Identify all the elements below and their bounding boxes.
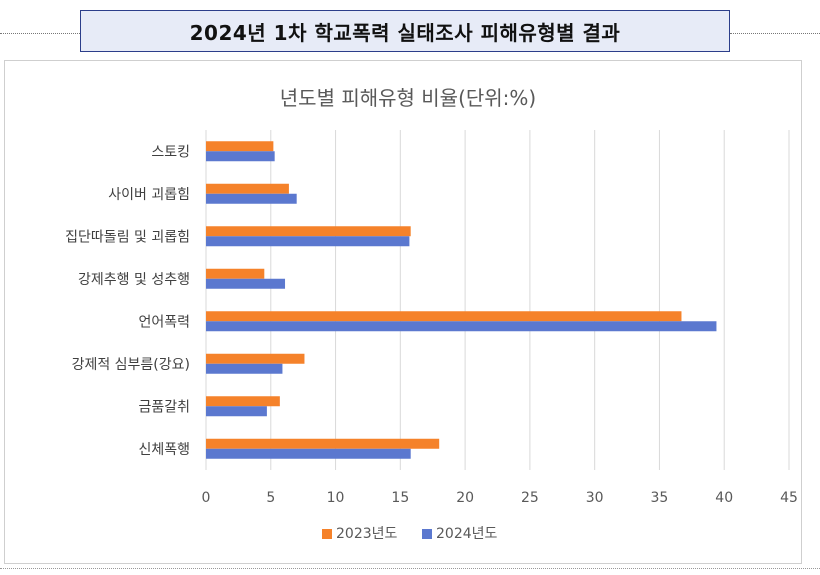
bar-series-1-2 xyxy=(206,226,411,237)
x-tick-label: 20 xyxy=(456,490,474,506)
bar-series-1-1 xyxy=(206,183,289,194)
category-label: 집단따돌림 및 괴롭힘 xyxy=(65,229,190,245)
bar-series-2-5 xyxy=(206,363,283,374)
x-tick-label: 0 xyxy=(202,490,211,506)
x-tick-label: 40 xyxy=(715,490,733,506)
category-label: 강제적 심부름(강요) xyxy=(72,357,190,373)
x-tick-label: 30 xyxy=(586,490,604,506)
legend-swatch-2 xyxy=(422,529,432,539)
category-label: 스토킹 xyxy=(151,144,190,160)
x-tick-label: 15 xyxy=(391,490,409,506)
category-label: 언어폭력 xyxy=(138,314,190,330)
legend-swatch-1 xyxy=(322,529,332,539)
bar-series-2-3 xyxy=(206,278,286,289)
bar-series-2-1 xyxy=(206,193,297,204)
bar-series-1-6 xyxy=(206,396,280,407)
header-right-dotted-line xyxy=(730,33,820,34)
page-title: 2024년 1차 학교폭력 실태조사 피해유형별 결과 xyxy=(80,10,730,52)
bar-series-1-0 xyxy=(206,141,274,152)
bar-series-1-7 xyxy=(206,438,440,449)
x-tick-label: 35 xyxy=(651,490,669,506)
x-tick-label: 5 xyxy=(266,490,275,506)
chart-title: 년도별 피해유형 비율(단위:%) xyxy=(280,86,536,110)
bar-series-1-5 xyxy=(206,353,305,364)
bar-series-2-0 xyxy=(206,151,275,162)
x-tick-label: 10 xyxy=(327,490,345,506)
category-label: 사이버 괴롭힘 xyxy=(108,187,190,203)
x-tick-label: 25 xyxy=(521,490,539,506)
x-tick-label: 45 xyxy=(780,490,798,506)
category-label: 금품갈취 xyxy=(138,399,190,415)
bar-series-1-4 xyxy=(206,311,682,322)
legend-label-2: 2024년도 xyxy=(436,526,498,542)
bar-series-2-4 xyxy=(206,321,717,332)
legend-label-1: 2023년도 xyxy=(336,526,398,542)
header-left-dotted-line xyxy=(0,33,80,34)
bottom-dotted-line xyxy=(0,568,820,569)
category-label: 강제추행 및 성추행 xyxy=(78,272,190,288)
bar-series-2-6 xyxy=(206,406,267,417)
bar-series-1-3 xyxy=(206,268,265,279)
category-label: 신체폭행 xyxy=(138,442,190,458)
bar-series-2-7 xyxy=(206,448,411,459)
bar-series-2-2 xyxy=(206,236,410,247)
